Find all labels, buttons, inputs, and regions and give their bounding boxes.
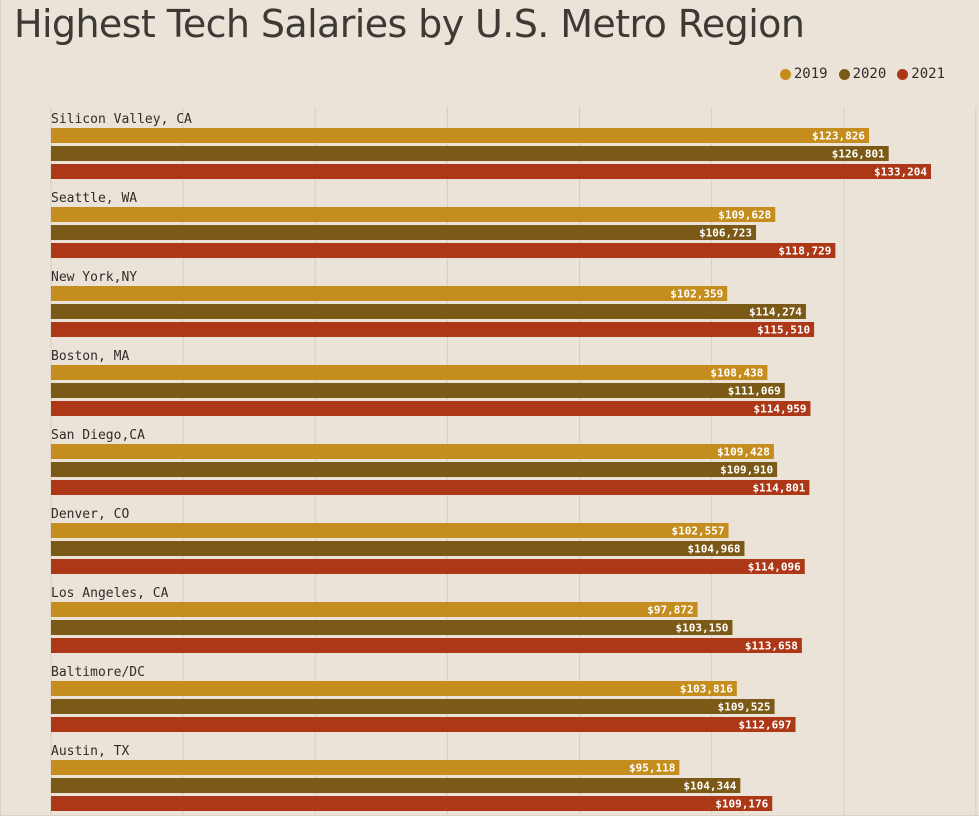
value-label: $104,344 (683, 780, 736, 793)
bar-2019 (51, 286, 728, 301)
value-label: $109,176 (715, 798, 768, 811)
legend-item-2019: 2019 (779, 66, 828, 82)
legend-item-2021: 2021 (897, 66, 945, 82)
chart-legend: 2019 2020 2021 (779, 66, 945, 82)
bar-2021 (51, 638, 802, 653)
value-label: $104,968 (687, 543, 740, 556)
value-label: $106,723 (699, 227, 752, 240)
bar-2019 (51, 207, 776, 222)
value-label: $118,729 (778, 245, 831, 258)
legend-swatch-2020 (838, 68, 850, 80)
bar-2020 (51, 146, 889, 161)
category-label: Seattle, WA (51, 191, 137, 206)
bar-2020 (51, 383, 785, 398)
value-label: $102,359 (670, 288, 723, 301)
bar-2019 (51, 444, 774, 459)
value-label: $114,959 (753, 403, 806, 416)
value-label: $109,525 (718, 701, 771, 714)
value-label: $114,096 (748, 561, 801, 574)
bar-2020 (51, 225, 757, 240)
value-label: $109,428 (717, 446, 770, 459)
value-label: $114,274 (749, 306, 802, 319)
legend-label-2021: 2021 (911, 66, 945, 82)
bar-2021 (51, 243, 836, 258)
value-label: $114,801 (752, 482, 805, 495)
value-label: $109,628 (718, 209, 771, 222)
value-label: $95,118 (629, 762, 675, 775)
bar-2020 (51, 304, 806, 319)
bar-2019 (51, 602, 698, 617)
bar-2021 (51, 322, 815, 337)
bar-2021 (51, 164, 931, 179)
category-label: Baltimore/DC (51, 665, 145, 680)
category-label: San Diego,CA (51, 428, 145, 443)
category-label: Silicon Valley, CA (51, 112, 192, 127)
bar-2020 (51, 778, 741, 793)
value-label: $108,438 (710, 367, 763, 380)
chart-title: Highest Tech Salaries by U.S. Metro Regi… (14, 2, 805, 46)
legend-item-2020: 2020 (838, 66, 887, 82)
value-label: $102,557 (672, 525, 725, 538)
bar-2021 (51, 796, 773, 811)
value-label: $112,697 (739, 719, 792, 732)
bar-2019 (51, 365, 768, 380)
value-label: $111,069 (728, 385, 781, 398)
category-label: New York,NY (51, 270, 137, 285)
legend-swatch-2019 (779, 68, 791, 80)
bar-2021 (51, 717, 796, 732)
bar-2020 (51, 462, 778, 477)
value-label: $97,872 (647, 604, 693, 617)
bar-2019 (51, 523, 729, 538)
value-label: $103,150 (675, 622, 728, 635)
category-label: Austin, TX (51, 744, 129, 759)
value-label: $133,204 (874, 166, 927, 179)
legend-label-2020: 2020 (852, 66, 887, 82)
bar-2021 (51, 401, 811, 416)
category-label: Boston, MA (51, 349, 129, 364)
category-label: Denver, CO (51, 507, 129, 522)
value-label: $126,801 (832, 148, 885, 161)
category-label: Los Angeles, CA (51, 586, 169, 601)
value-label: $123,826 (812, 130, 865, 143)
value-label: $113,658 (745, 640, 798, 653)
bar-2019 (51, 681, 737, 696)
bar-2021 (51, 559, 805, 574)
bar-2020 (51, 541, 745, 556)
value-label: $109,910 (720, 464, 773, 477)
bar-2020 (51, 620, 733, 635)
bar-2019 (51, 760, 680, 775)
legend-swatch-2021 (897, 68, 909, 80)
value-label: $115,510 (757, 324, 810, 337)
value-label: $103,816 (680, 683, 733, 696)
bar-2021 (51, 480, 810, 495)
bar-2019 (51, 128, 870, 143)
legend-label-2019: 2019 (793, 66, 828, 82)
bar-2020 (51, 699, 775, 714)
